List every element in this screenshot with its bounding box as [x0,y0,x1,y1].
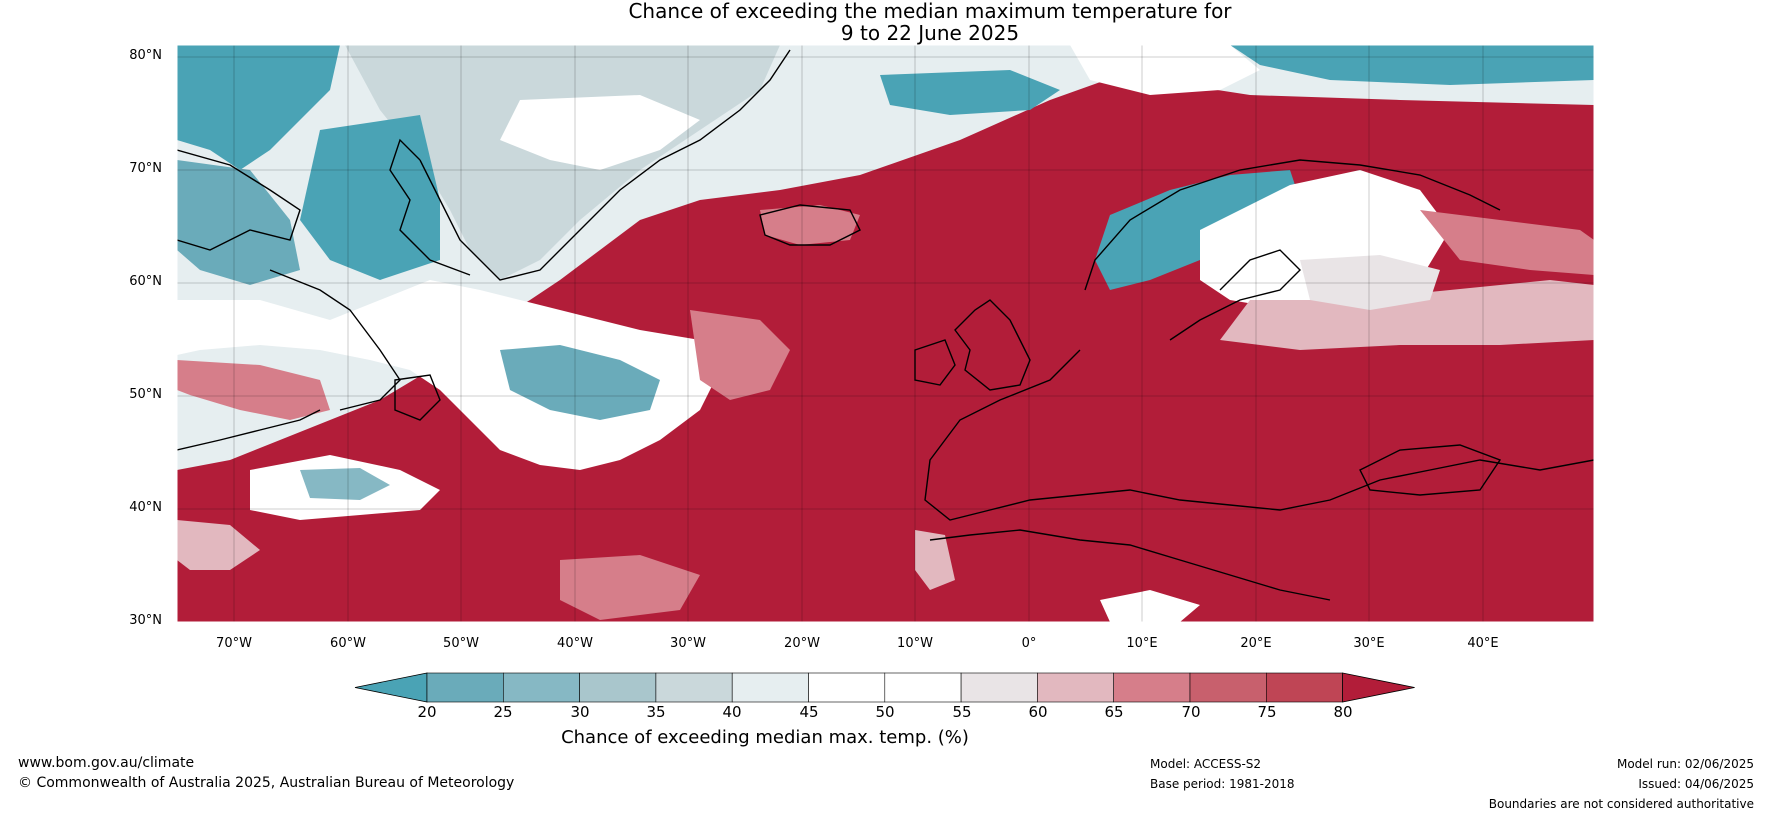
black-sea [1359,444,1502,496]
colorbar-segment [960,672,1038,703]
lon-label-60w: 60°W [330,636,366,651]
colorbar-segment [1113,672,1191,703]
model-name: Model: ACCESS-S2 [1150,757,1262,771]
atlantic-pink-ring [690,310,790,400]
greenland-white-region [500,95,700,170]
colorbar-segment [1189,672,1267,703]
colorbar-tick-50: 50 [875,703,895,721]
colorbar-segment [426,672,504,703]
colorbar-extend-high [1342,672,1415,703]
website-link[interactable]: www.bom.gov.au/climate [18,755,195,771]
colorbar-tick-55: 55 [952,703,972,721]
chart-title-line2: 9 to 22 June 2025 [840,21,1020,45]
lat-label-40n: 40°N [129,500,162,515]
colorbar-tick-65: 65 [1104,703,1124,721]
greenland-west-coast [389,138,471,276]
baltic-white [1300,255,1440,310]
lon-label-30w: 30°W [670,636,706,651]
ireland [914,339,956,386]
colorbar-segment [1037,672,1115,703]
baltic-coast [1169,249,1301,341]
colorbar-tick-70: 70 [1181,703,1201,721]
lon-label-50w: 50°W [443,636,479,651]
greenland-coast [419,49,791,281]
baffin-coast [177,149,301,251]
lat-label-60n: 60°N [129,274,162,289]
teal-arctic-far-east [1230,45,1594,85]
teal-greenland-west [300,115,440,280]
lon-label-30e: 30°E [1353,636,1385,651]
colorbar-segment [579,672,657,703]
russia-pink-north [1420,210,1594,275]
teal-arctic-east [880,70,1060,115]
chart-title-line1: Chance of exceeding the median maximum t… [628,0,1232,23]
europe-west-coast [924,349,1594,521]
colorbar-tick-45: 45 [799,703,819,721]
model-run-date: Model run: 02/06/2025 [1616,757,1754,771]
white-arctic-east [1070,45,1260,95]
map-frame [176,44,1595,623]
issued-date: Issued: 04/06/2025 [1638,777,1754,791]
boundaries-disclaimer: Boundaries are not considered authoritat… [1488,797,1754,811]
colorbar-tick-80: 80 [1333,703,1353,721]
colorbar-extend-low [354,672,428,703]
lon-label-70w: 70°W [216,636,252,651]
scandinavia-coast [1084,159,1501,291]
copyright-text: © Commonwealth of Australia 2025, Austra… [18,775,515,791]
lon-label-10e: 10°E [1126,636,1158,651]
british-isles [954,299,1031,391]
lon-label-40w: 40°W [557,636,593,651]
teal-baffin-region [177,160,300,285]
colorbar-label: Chance of exceeding median max. temp. (%… [561,727,969,748]
colorbar-tick-40: 40 [722,703,742,721]
lon-label-20e: 20°E [1240,636,1272,651]
newfoundland [394,374,441,421]
colorbar-segment [731,672,809,703]
lat-label-30n: 30°N [129,613,162,628]
coastlines [177,49,1594,601]
mid-atlantic-pink [560,555,700,620]
colorbar-tick-75: 75 [1257,703,1277,721]
base-period: Base period: 1981-2018 [1150,777,1295,791]
iceland [759,204,861,246]
east-coast-teal [300,468,390,500]
north-africa-coast [929,529,1331,601]
labrador-cool-region [177,280,720,470]
atlantic-teal-patch [500,345,660,420]
labrador-coast [269,269,401,411]
sahara-white [1100,590,1200,622]
us-east-coast [177,409,321,451]
colorbar-tick-60: 60 [1028,703,1048,721]
russia-pink-band [1220,280,1594,350]
iceland-pink [760,205,860,245]
colorbar [354,672,1415,703]
colorbar-tick-25: 25 [493,703,513,721]
lat-label-70n: 70°N [129,161,162,176]
colorbar-tick-20: 20 [417,703,437,721]
scandinavia-teal [1095,170,1300,290]
south-west-cool [177,520,260,570]
teal-northwest-region [177,45,340,170]
lon-label-20w: 20°W [784,636,820,651]
canary-pink [915,530,955,590]
colorbar-tick-35: 35 [646,703,666,721]
colorbar-segment [502,672,580,703]
colorbar-segment [808,672,886,703]
colorbar-segment [1266,672,1343,703]
colorbar-segment [655,672,733,703]
lat-label-80n: 80°N [129,48,162,63]
colorbar-segment [884,672,962,703]
lon-label-0: 0° [1021,636,1037,651]
newfoundland-pink [177,360,330,420]
lat-label-50n: 50°N [129,387,162,402]
lon-label-10w: 10°W [897,636,933,651]
colorbar-tick-30: 30 [570,703,590,721]
lon-label-40e: 40°E [1467,636,1499,651]
graticule [177,45,1594,622]
